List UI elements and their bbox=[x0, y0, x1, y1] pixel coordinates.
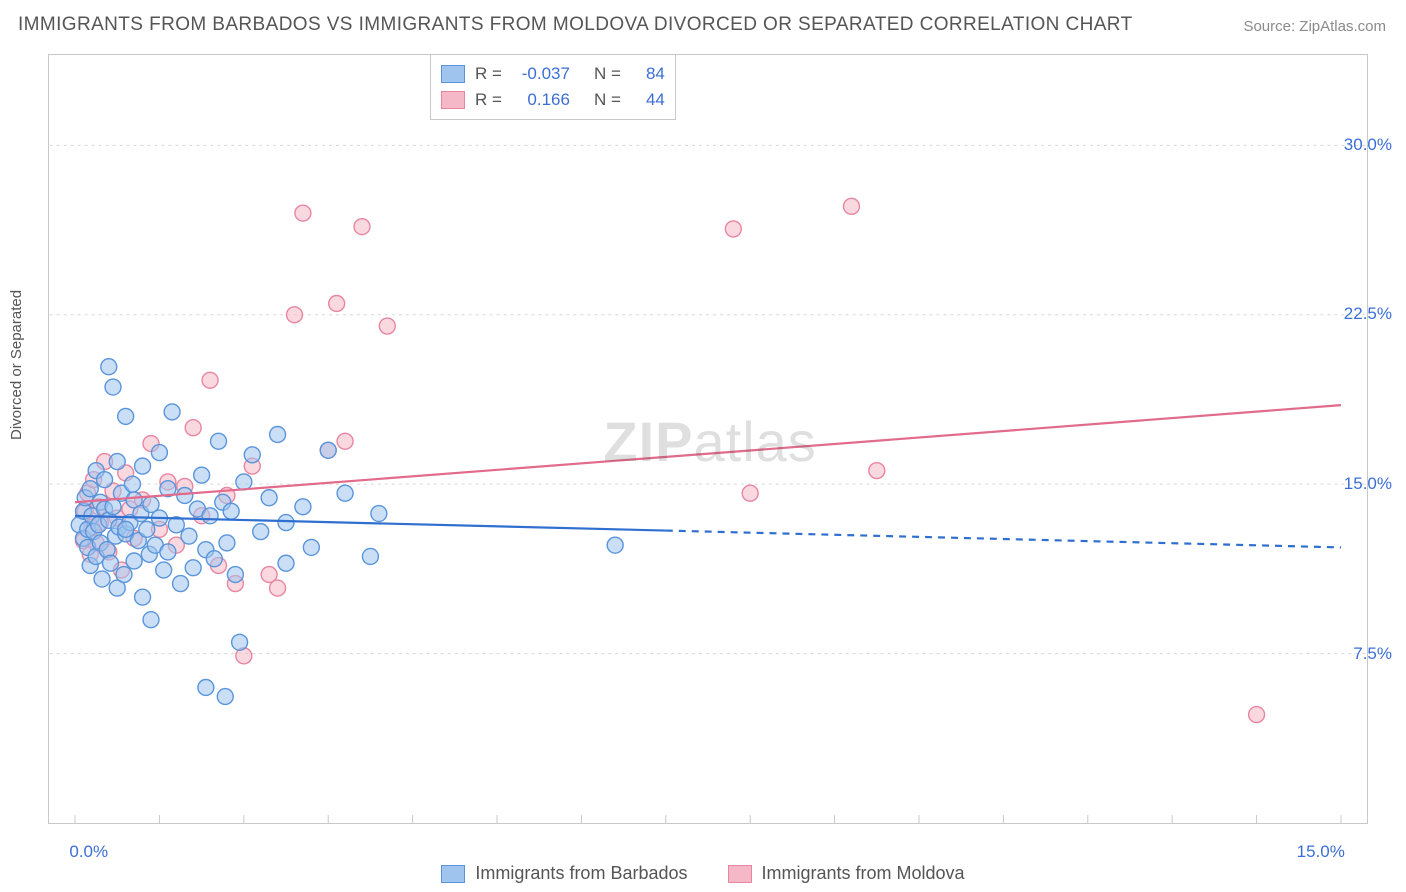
y-tick-label: 7.5% bbox=[1353, 644, 1392, 664]
stats-row-moldova: R = 0.166 N = 44 bbox=[441, 87, 665, 113]
y-axis-label: Divorced or Separated bbox=[8, 290, 25, 440]
stats-legend: R = -0.037 N = 84 R = 0.166 N = 44 bbox=[430, 54, 676, 120]
legend-label-barbados: Immigrants from Barbados bbox=[475, 863, 687, 884]
series-legend: Immigrants from Barbados Immigrants from… bbox=[0, 863, 1406, 884]
n-value-moldova: 44 bbox=[631, 87, 665, 113]
n-label: N = bbox=[594, 61, 621, 87]
legend-item-moldova: Immigrants from Moldova bbox=[728, 863, 965, 884]
swatch-barbados bbox=[441, 65, 465, 83]
y-tick-label: 30.0% bbox=[1344, 135, 1392, 155]
x-tick-label-right: 15.0% bbox=[1297, 842, 1345, 862]
legend-label-moldova: Immigrants from Moldova bbox=[762, 863, 965, 884]
swatch-barbados bbox=[441, 865, 465, 883]
plot-area: ZIPatlas bbox=[48, 54, 1368, 824]
legend-item-barbados: Immigrants from Barbados bbox=[441, 863, 687, 884]
n-label: N = bbox=[594, 87, 621, 113]
source-attribution: Source: ZipAtlas.com bbox=[1243, 18, 1386, 35]
r-value-moldova: 0.166 bbox=[512, 87, 570, 113]
chart-title: IMMIGRANTS FROM BARBADOS VS IMMIGRANTS F… bbox=[18, 14, 1133, 36]
swatch-moldova bbox=[728, 865, 752, 883]
r-label: R = bbox=[475, 87, 502, 113]
swatch-moldova bbox=[441, 91, 465, 109]
stats-row-barbados: R = -0.037 N = 84 bbox=[441, 61, 665, 87]
n-value-barbados: 84 bbox=[631, 61, 665, 87]
r-value-barbados: -0.037 bbox=[512, 61, 570, 87]
scatter-svg bbox=[49, 55, 1367, 823]
y-tick-label: 22.5% bbox=[1344, 304, 1392, 324]
r-label: R = bbox=[475, 61, 502, 87]
y-tick-label: 15.0% bbox=[1344, 474, 1392, 494]
x-tick-label-left: 0.0% bbox=[69, 842, 108, 862]
